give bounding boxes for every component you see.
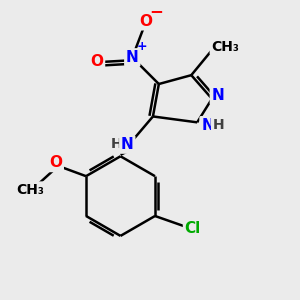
Text: O: O [139, 14, 152, 29]
Text: H: H [111, 137, 122, 152]
Text: N: N [121, 137, 134, 152]
Text: CH₃: CH₃ [16, 183, 44, 197]
Text: H: H [213, 118, 224, 132]
Text: O: O [90, 54, 104, 69]
Text: −: − [150, 2, 164, 20]
Text: Cl: Cl [184, 221, 201, 236]
Text: N: N [212, 88, 224, 103]
Text: N: N [201, 118, 214, 133]
Text: CH₃: CH₃ [211, 40, 239, 54]
Text: O: O [49, 155, 62, 170]
Text: +: + [137, 40, 147, 53]
Text: N: N [126, 50, 139, 65]
